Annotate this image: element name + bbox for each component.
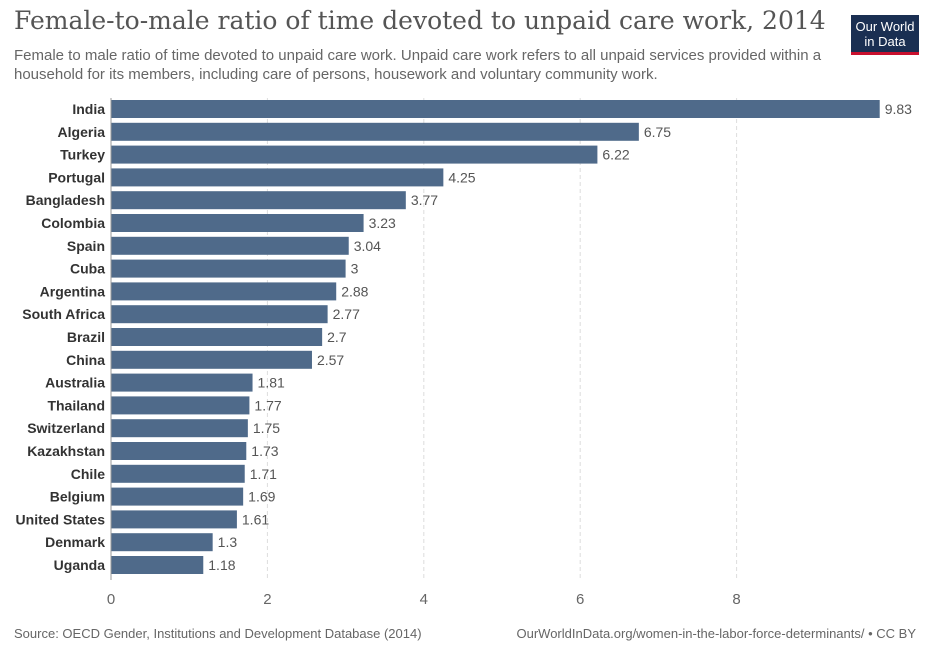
bar [111,556,204,574]
bar [111,350,312,369]
value-label: 2.7 [327,329,347,345]
category-label: Bangladesh [26,192,105,208]
bar [111,373,253,392]
bar [111,533,213,552]
x-tick-label: 2 [263,591,271,608]
value-label: 1.75 [253,420,280,436]
bar [111,442,247,460]
bar [111,282,337,301]
bar [111,328,323,346]
bar [111,100,880,118]
category-label: Thailand [47,397,105,413]
value-label: 3 [351,261,359,277]
bar [111,168,444,187]
x-tick-label: 4 [420,591,428,608]
category-label: Chile [71,466,105,482]
category-label: Turkey [60,147,105,163]
category-label: Cuba [70,261,105,277]
value-label: 2.57 [317,352,344,368]
value-label: 6.75 [644,124,671,140]
bar [111,396,250,415]
bar [111,145,598,164]
category-label: Uganda [54,557,106,573]
category-label: India [72,101,105,117]
category-label: Colombia [41,215,105,231]
category-label: Switzerland [27,420,105,436]
category-label: Australia [45,375,105,391]
logo-line-1: Our World [855,19,915,34]
chart-subtitle: Female to male ratio of time devoted to … [14,47,822,83]
value-label: 9.83 [885,101,912,117]
category-label: China [66,352,105,368]
value-label: 2.88 [341,283,368,299]
bar [111,464,245,483]
bar [111,236,349,255]
bar [111,259,346,278]
category-label: Algeria [58,124,106,140]
value-label: 4.25 [448,169,475,185]
category-label: Denmark [45,534,105,550]
category-label: Brazil [67,329,105,345]
value-label: 1.77 [254,397,281,413]
value-label: 1.71 [250,466,277,482]
bar [111,510,237,529]
x-tick-label: 8 [732,591,740,608]
category-label: Portugal [48,169,105,185]
value-label: 1.3 [218,534,238,550]
category-label: Kazakhstan [27,443,105,459]
source-note[interactable]: Source: OECD Gender, Institutions and De… [14,626,422,641]
bar [111,191,406,210]
value-label: 1.18 [208,557,235,573]
bar [111,214,364,232]
category-label: United States [16,511,106,527]
category-label: Spain [67,238,105,254]
x-tick-label: 6 [576,591,584,608]
bar [111,419,248,438]
category-label: Belgium [50,489,105,505]
value-label: 1.81 [258,375,285,391]
category-label: South Africa [22,306,105,322]
owid-logo[interactable]: Our World in Data [851,15,919,55]
logo-line-2: in Data [864,34,906,49]
value-label: 2.77 [333,306,360,322]
value-label: 1.61 [242,511,269,527]
bar [111,305,328,324]
value-label: 3.77 [411,192,438,208]
value-label: 6.22 [602,147,629,163]
value-label: 3.04 [354,238,381,254]
value-label: 1.73 [251,443,278,459]
category-label: Argentina [40,283,106,299]
value-label: 3.23 [369,215,396,231]
x-tick-label: 0 [107,591,115,608]
bar-chart: 0 2 4 6 8 India 9.83 Algeria 6.75 Turkey 6.22 Portu… [16,98,912,608]
source-url[interactable]: OurWorldInData.org/women-in-the-labor-fo… [516,626,916,641]
bar [111,122,639,141]
chart-title: Female-to-male ratio of time devoted to … [14,6,826,35]
bar [111,487,244,506]
value-label: 1.69 [248,489,275,505]
